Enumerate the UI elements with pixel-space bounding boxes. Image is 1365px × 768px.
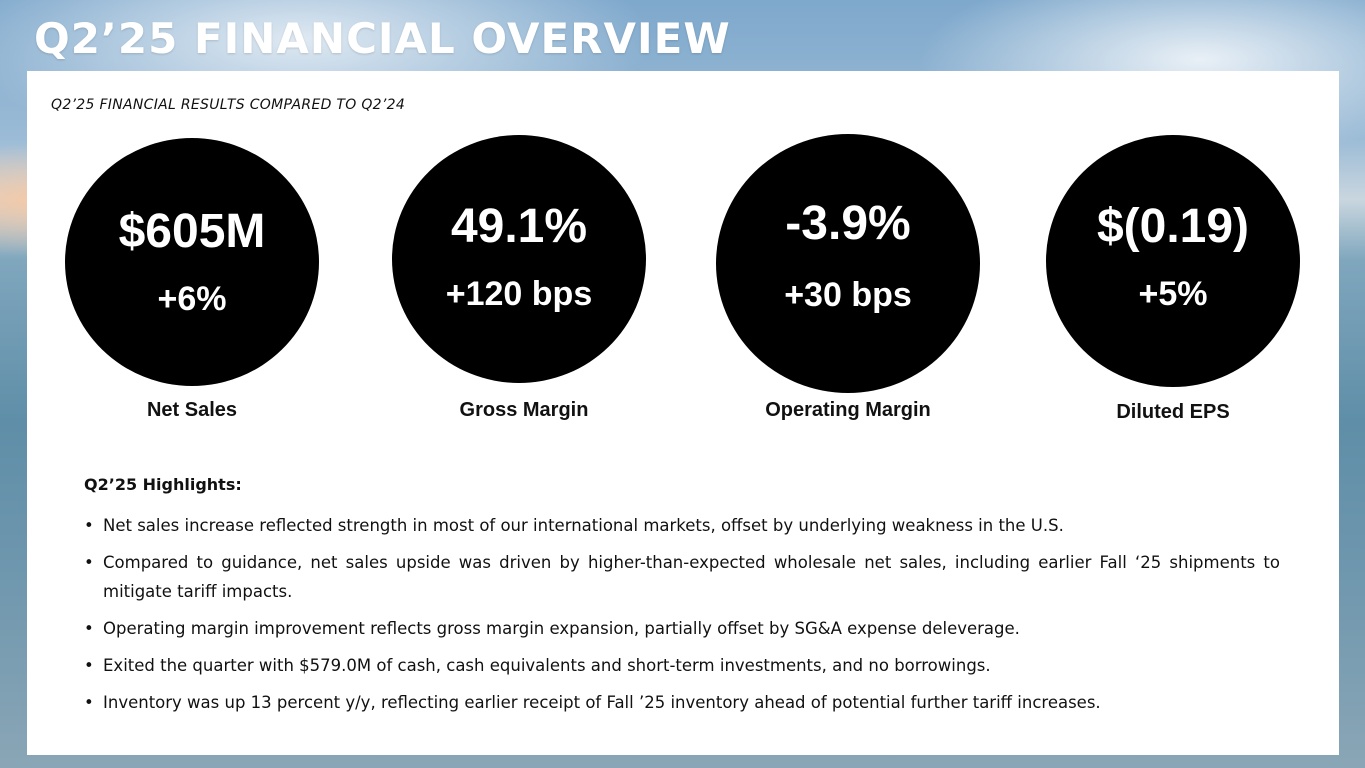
- list-item: • Compared to guidance, net sales upside…: [84, 548, 1280, 606]
- highlight-text: Inventory was up 13 percent y/y, reflect…: [103, 693, 1101, 712]
- operating-margin-circle: -3.9% +30 bps: [716, 134, 980, 393]
- net-sales-change: +6%: [157, 280, 227, 318]
- bullet-glyph: •: [84, 516, 94, 535]
- operating-margin-value: -3.9%: [785, 197, 911, 250]
- list-item: • Operating margin improvement reflects …: [84, 614, 1280, 643]
- highlight-text: Exited the quarter with $579.0M of cash,…: [103, 656, 991, 675]
- slide-title: Q2’25 FINANCIAL OVERVIEW: [34, 14, 731, 63]
- highlights-list: • Net sales increase reflected strength …: [84, 511, 1280, 725]
- gross-margin-change: +120 bps: [445, 275, 593, 313]
- gross-margin-value: 49.1%: [450, 200, 588, 253]
- bullet-glyph: •: [84, 693, 94, 712]
- diluted-eps-change: +5%: [1138, 275, 1208, 313]
- diluted-eps-circle: $(0.19) +5%: [1046, 135, 1300, 387]
- list-item: • Exited the quarter with $579.0M of cas…: [84, 651, 1280, 680]
- operating-margin-label: Operating Margin: [765, 399, 931, 421]
- list-item: • Inventory was up 13 percent y/y, refle…: [84, 688, 1280, 717]
- diluted-eps-label: Diluted EPS: [1116, 401, 1230, 423]
- net-sales-circle: $605M +6%: [65, 138, 319, 386]
- diluted-eps-value: $(0.19): [1096, 200, 1250, 253]
- list-item: • Net sales increase reflected strength …: [84, 511, 1280, 540]
- highlight-text: Compared to guidance, net sales upside w…: [103, 553, 1280, 601]
- gross-margin-circle: 49.1% +120 bps: [392, 135, 646, 383]
- gross-margin-label: Gross Margin: [459, 399, 589, 421]
- content-panel: Q2’25 FINANCIAL RESULTS COMPARED TO Q2’2…: [27, 71, 1339, 755]
- highlights-heading: Q2’25 Highlights:: [84, 475, 242, 494]
- bullet-glyph: •: [84, 553, 94, 572]
- bullet-glyph: •: [84, 619, 94, 638]
- bullet-glyph: •: [84, 656, 94, 675]
- net-sales-label: Net Sales: [146, 399, 238, 421]
- highlight-text: Operating margin improvement reflects gr…: [103, 619, 1020, 638]
- net-sales-value: $605M: [118, 205, 266, 258]
- highlight-text: Net sales increase reflected strength in…: [103, 516, 1064, 535]
- slide-subtitle: Q2’25 FINANCIAL RESULTS COMPARED TO Q2’2…: [51, 97, 406, 113]
- operating-margin-change: +30 bps: [784, 276, 912, 314]
